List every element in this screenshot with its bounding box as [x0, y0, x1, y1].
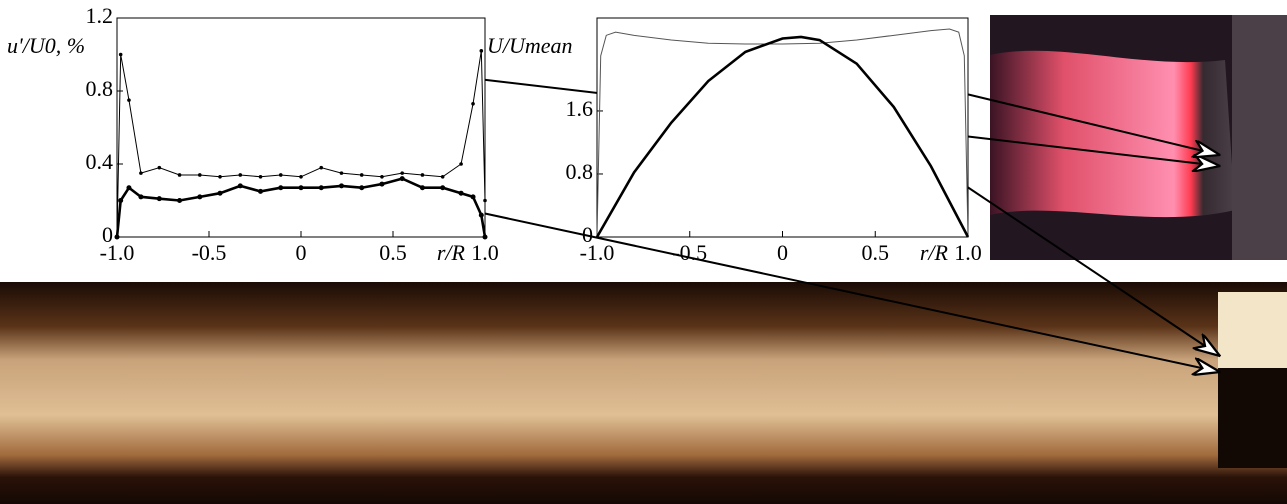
point [471, 101, 475, 106]
plot-frame [116, 17, 486, 238]
y-axis-label: u'/U0, % [7, 33, 85, 58]
point [440, 174, 445, 179]
photo-bottom [0, 282, 1287, 504]
point [118, 52, 123, 57]
point [359, 185, 365, 191]
point [319, 165, 324, 170]
point [458, 190, 464, 196]
point [318, 185, 324, 191]
y-tick-label: 0 [102, 222, 113, 247]
point [470, 194, 476, 200]
point [258, 188, 264, 194]
point [197, 194, 203, 200]
point [298, 185, 304, 191]
point [459, 162, 463, 166]
point [198, 173, 202, 177]
series-line [595, 35, 970, 238]
point [483, 198, 487, 203]
x-tick-label: -0.5 [672, 240, 707, 265]
point [478, 212, 484, 218]
chart: 0 0.4 0.8 1.2 -1.0 -0.5 0 0.5 1.0 u'/U0, % r/R [7, 3, 499, 265]
point [157, 165, 162, 170]
x-tick-label: -1.0 [580, 240, 615, 265]
point [138, 194, 144, 200]
point [238, 173, 243, 177]
point [419, 185, 425, 191]
point [482, 234, 488, 240]
y-tick-label: 1.2 [86, 3, 114, 28]
y-tick-label: 1.6 [566, 96, 594, 121]
plot-frame [596, 17, 969, 238]
point [440, 185, 446, 191]
y-tick-label: 0 [582, 222, 593, 247]
point [139, 171, 143, 175]
y-tick-label: 0.8 [86, 76, 114, 101]
point [126, 185, 132, 191]
y-tick-label: 0.4 [86, 149, 114, 174]
y-axis-label: U/Umean [487, 33, 573, 58]
point [127, 98, 131, 102]
y-tick-label: 0.8 [566, 159, 594, 184]
x-tick-label: -1.0 [100, 240, 135, 265]
point [299, 174, 303, 179]
x-tick-label: 0 [777, 240, 788, 265]
point [420, 173, 425, 177]
x-tick-label: 1.0 [954, 240, 982, 265]
x-tick-label: 0.5 [379, 240, 407, 265]
point [359, 173, 364, 177]
point [217, 190, 223, 196]
point [177, 198, 183, 203]
chart: 0 0.8 1.6 -1.0 -0.5 0 0.5 1.0 U/Umean r/R [487, 17, 982, 265]
point [218, 174, 222, 179]
point [379, 181, 385, 187]
point [114, 234, 120, 240]
point [479, 49, 484, 53]
point [338, 183, 344, 189]
point [339, 171, 344, 175]
x-axis-label: r/R [920, 240, 949, 265]
point [156, 196, 162, 202]
point [380, 174, 384, 179]
x-tick-label: 0.5 [862, 240, 890, 265]
point [237, 183, 243, 189]
x-axis-label: r/R [437, 240, 466, 265]
x-tick-label: -0.5 [192, 240, 227, 265]
photo-top [990, 15, 1287, 260]
point [278, 185, 284, 191]
point [177, 173, 182, 177]
point [258, 174, 263, 179]
x-tick-label: 1.0 [471, 240, 499, 265]
point [400, 171, 405, 175]
x-tick-label: 0 [296, 240, 307, 265]
series-line [596, 28, 969, 238]
point [118, 198, 124, 203]
point [399, 176, 405, 182]
point [278, 173, 283, 177]
